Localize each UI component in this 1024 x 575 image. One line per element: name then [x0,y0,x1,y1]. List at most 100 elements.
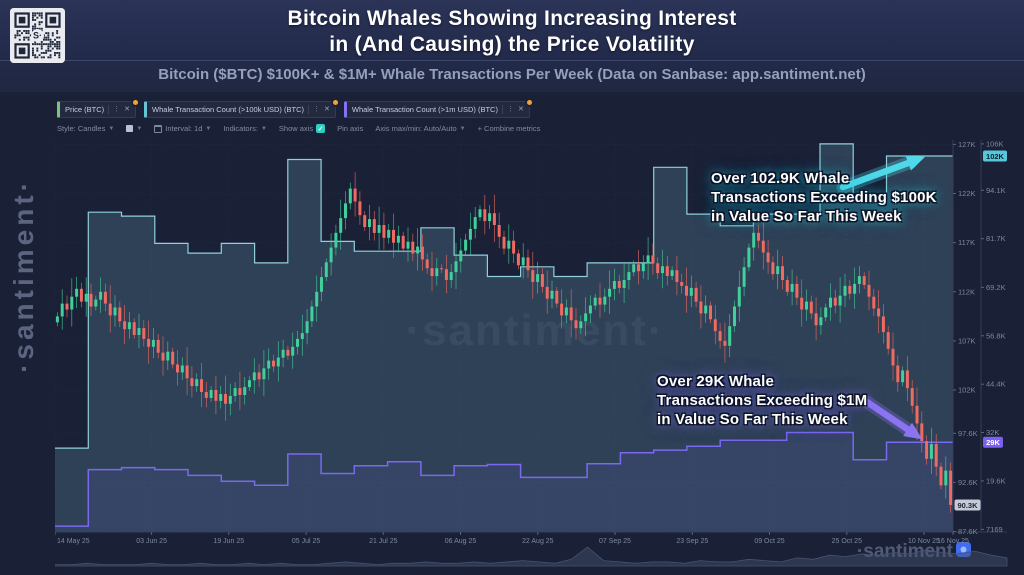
left-watermark: ·santiment· [8,178,39,373]
kebab-menu-icon[interactable]: ⋮ [312,106,320,113]
date-tick-label: 14 May 25 [57,538,90,545]
date-tick-label: 03 Jun 25 [136,538,167,545]
whale-100k-current-badge [983,150,1007,162]
date-axis: 14 May 25 03 Jun 25 19 Jun 25 05 Jul 25 21 J… [55,532,969,545]
whale-1m-current-badge [983,436,1003,448]
tab-label: Whale Transaction Count (>100k USD) (BTC… [152,105,304,114]
tab-price-btc[interactable]: Price (BTC) ⋮ ✕ [57,98,141,118]
date-tick-label: 16 Nov 25 [937,538,969,545]
tab-separator [501,105,503,114]
interval-label: Interval: 1d [165,124,203,133]
svg-text:S·: S· [33,31,42,41]
date-tick-label: 19 Jun 25 [213,538,244,545]
tab-separator [307,105,309,114]
whale-axis-tick: 32K [986,428,999,437]
whale-axis-tick: 94.1K [986,186,1006,195]
date-tick-label: 07 Sep 25 [599,538,631,545]
center-watermark: ·santiment· [405,306,664,355]
page-title: Bitcoin Whales Showing Increasing Intere… [0,6,1024,58]
date-tick-label: 25 Oct 25 [832,538,862,545]
price-axis-tick: 92.6K [958,478,978,487]
qr-code: S· [10,8,65,63]
price-axis-tick: 122K [958,189,976,198]
close-icon[interactable]: ✕ [124,106,131,113]
annotation-line: Over 29K Whale [657,373,775,390]
date-tick-label: 05 Jul 25 [292,538,321,545]
activity-sparkline [55,546,1008,567]
axes: 127K 122K 117K 112K 107K 102K 97.6K 92.6K 87.6K 1… [55,140,1007,536]
chart-toolbar: Style: Candles ▼ ▼ Interval: 1d ▼ Indica… [57,124,540,133]
style-dropdown[interactable]: Style: Candles ▼ [57,124,114,133]
whale-axis-tick: 7169 [986,525,1003,534]
notification-dot [330,98,340,107]
price-axis-tick: 97.6K [958,429,978,438]
tab-separator [108,105,110,114]
tab-whale-1m[interactable]: Whale Transaction Count (>1m USD) (BTC) … [343,98,534,118]
price-current-badge [954,499,981,511]
chevron-down-icon: ▼ [136,125,143,132]
price-axis-tick: 117K [958,238,975,247]
price-whale-chart[interactable]: ·santiment· ·santiment 127K122K117K112K1… [55,140,1010,570]
combine-metrics-button[interactable]: + Combine metrics [478,124,541,133]
style-label: Style: Candles [57,124,106,133]
annotation-line: in Value So Far This Week [711,208,902,225]
title-line-2: in (And Causing) the Price Volatility [329,33,695,56]
chevron-down-icon: ▼ [459,125,466,132]
whale-axis-tick: 56.8K [986,331,1006,340]
header: Bitcoin Whales Showing Increasing Intere… [0,0,1024,92]
date-tick-label: 10 Nov 25 [908,538,940,545]
checkbox-checked-icon[interactable]: ✓ [316,124,326,133]
price-axis-tick: 102K [958,386,976,395]
notification-dot [524,98,534,107]
show-axis-label: Show axis [278,124,314,133]
color-picker[interactable]: ▼ [126,125,142,132]
show-axis-toggle[interactable]: Show axis ✓ [278,124,326,133]
interval-dropdown[interactable]: Interval: 1d ▼ [154,124,211,133]
whale-axis-tick: 106K [986,140,1004,148]
date-tick-label: 21 Jul 25 [369,538,398,545]
whale-axis-tick: 81.7K [986,234,1006,243]
price-axis-tick: 107K [958,336,976,345]
pin-axis-button[interactable]: Pin axis [337,124,363,133]
calendar-icon [154,124,163,133]
indicators-label: Indicators: [223,124,258,133]
annotation-line: Transactions Exceeding $100K [711,189,937,206]
chevron-down-icon: ▼ [205,125,212,132]
whale-axis-tick: 69.2K [986,283,1006,292]
annotation-whale-100k: Over 102.9K Whale Transactions Exceeding… [711,169,937,226]
chevron-down-icon: ▼ [260,125,267,132]
title-line-1: Bitcoin Whales Showing Increasing Intere… [287,7,737,30]
tab-whale-100k[interactable]: Whale Transaction Count (>100k USD) (BTC… [144,98,340,118]
kebab-menu-icon[interactable]: ⋮ [113,106,121,113]
close-icon[interactable]: ✕ [323,106,330,113]
indicators-dropdown[interactable]: Indicators: ▼ [223,124,267,133]
kebab-menu-icon[interactable]: ⋮ [506,106,514,113]
metric-tabs: Price (BTC) ⋮ ✕ Whale Transaction Count … [57,98,534,118]
price-candles-series [55,172,953,513]
tab-label: Whale Transaction Count (>1m USD) (BTC) [351,105,498,114]
bottom-watermark: ·santiment [857,541,954,562]
whale-axis-tick: 44.4K [986,380,1006,389]
whale-1m-current-badge-label: 29K [986,438,1000,447]
close-icon[interactable]: ✕ [517,106,524,113]
color-swatch-icon [126,125,134,132]
header-divider [0,60,1024,61]
combine-metrics-label: + Combine metrics [477,124,541,133]
annotation-whale-1m: Over 29K Whale Transactions Exceeding $1… [657,372,867,429]
axis-maxmin-dropdown[interactable]: Axis max/min: Auto/Auto ▼ [375,124,465,133]
whale-100k-current-badge-label: 102K [986,152,1005,161]
date-tick-label: 09 Oct 25 [754,538,784,545]
date-tick-label: 22 Aug 25 [522,538,554,545]
notification-dot [131,98,141,107]
chevron-down-icon: ▼ [108,125,115,132]
page-subtitle: Bitcoin ($BTC) $100K+ & $1M+ Whale Trans… [158,66,866,83]
date-tick-label: 06 Aug 25 [445,538,477,545]
whale-100k-series [55,143,953,532]
axis-maxmin-label: Axis max/min: Auto/Auto [375,124,457,133]
tab-label: Price (BTC) [65,105,105,114]
pin-axis-label: Pin axis [337,124,364,133]
price-axis-tick: 112K [958,287,975,296]
santiment-logo-dot [960,546,967,553]
price-current-badge-label: 90.3K [957,501,978,510]
